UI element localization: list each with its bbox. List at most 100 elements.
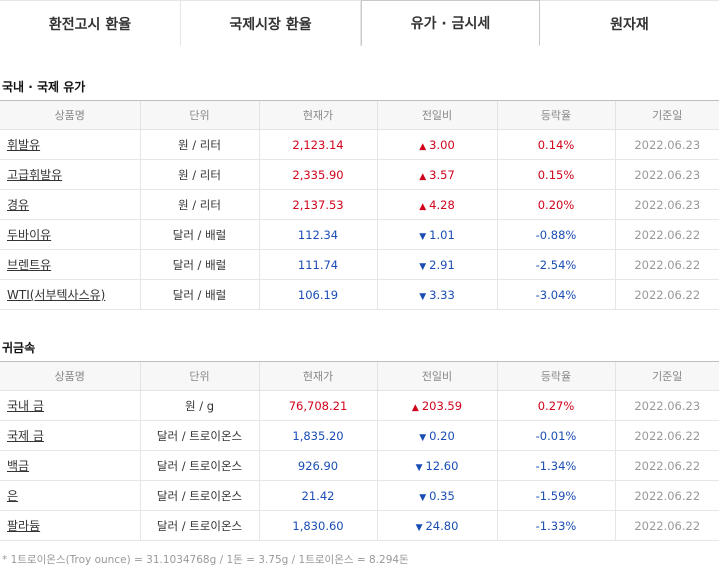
unit-cell: 달러 / 트로이온스 bbox=[139, 420, 259, 451]
table-header-row: 상품명 단위 현재가 전일비 등락율 기준일 bbox=[0, 100, 719, 130]
triangle-up-icon: ▲ bbox=[419, 141, 427, 152]
product-link[interactable]: 휘발유 bbox=[7, 138, 41, 152]
unit-cell: 달러 / 트로이온스 bbox=[139, 480, 259, 511]
product-link[interactable]: 두바이유 bbox=[7, 228, 52, 242]
col-header-rate: 등락율 bbox=[496, 361, 615, 391]
base-date-cell: 2022.06.22 bbox=[614, 249, 719, 280]
change-value: 24.80 bbox=[425, 518, 459, 533]
oil-section-title: 국내 · 국제 유가 bbox=[2, 80, 86, 94]
table-row: 경유 원 / 리터 2,137.53 ▲ 4.28 0.20% 2022.06.23 bbox=[0, 189, 719, 220]
change-value: 4.28 bbox=[429, 197, 455, 212]
change-cell: ▼ 0.20 bbox=[376, 420, 497, 451]
base-date-cell: 2022.06.22 bbox=[614, 219, 719, 250]
change-value: 2.91 bbox=[429, 257, 455, 272]
current-price-cell: 111.74 bbox=[258, 249, 377, 280]
change-value: 0.20 bbox=[429, 428, 455, 443]
col-header-change: 전일비 bbox=[376, 361, 497, 391]
triangle-down-icon: ▼ bbox=[419, 261, 427, 272]
tab-exchange-notice[interactable]: 환전고시 환율 bbox=[0, 0, 181, 46]
table-row: 백금 달러 / 트로이온스 926.90 ▼ 12.60 -1.34% 2022.06.22 bbox=[0, 450, 719, 481]
col-header-date: 기준일 bbox=[614, 361, 719, 391]
product-link[interactable]: 백금 bbox=[7, 459, 30, 473]
col-header-price: 현재가 bbox=[258, 100, 377, 130]
table-row: 팔라듐 달러 / 트로이온스 1,830.60 ▼ 24.80 -1.33% 2022.06… bbox=[0, 510, 719, 541]
change-cell: ▲ 4.28 bbox=[376, 189, 497, 220]
unit-cell: 달러 / 배럴 bbox=[139, 249, 259, 280]
base-date-cell: 2022.06.22 bbox=[614, 279, 719, 310]
current-price-cell: 2,123.14 bbox=[258, 129, 377, 160]
change-value: 203.59 bbox=[421, 398, 463, 413]
change-value: 1.01 bbox=[429, 227, 455, 242]
triangle-down-icon: ▼ bbox=[415, 522, 423, 533]
table-row: 은 달러 / 트로이온스 21.42 ▼ 0.35 -1.59% 2022.06.22 bbox=[0, 480, 719, 511]
table-row: 브렌트유 달러 / 배럴 111.74 ▼ 2.91 -2.54% 2022.06.22 bbox=[0, 249, 719, 280]
rate-cell: -0.88% bbox=[496, 219, 615, 250]
current-price-cell: 106.19 bbox=[258, 279, 377, 310]
col-header-price: 현재가 bbox=[258, 361, 377, 391]
product-name-cell: 고급휘발유 bbox=[0, 159, 140, 190]
change-value: 0.35 bbox=[429, 488, 455, 503]
unit-cell: 달러 / 트로이온스 bbox=[139, 450, 259, 481]
change-value: 3.57 bbox=[429, 167, 455, 182]
base-date-cell: 2022.06.23 bbox=[614, 129, 719, 160]
metal-section-title: 귀금속 bbox=[2, 341, 36, 355]
current-price-cell: 76,708.21 bbox=[258, 390, 377, 421]
tab-oil-gold[interactable]: 유가 · 금시세 bbox=[361, 0, 540, 46]
triangle-up-icon: ▲ bbox=[419, 201, 427, 212]
base-date-cell: 2022.06.23 bbox=[614, 189, 719, 220]
product-name-cell: 국내 금 bbox=[0, 390, 140, 421]
change-cell: ▼ 24.80 bbox=[376, 510, 497, 541]
col-header-date: 기준일 bbox=[614, 100, 719, 130]
col-header-name: 상품명 bbox=[0, 361, 140, 391]
table-row: WTI(서부텍사스유) 달러 / 배럴 106.19 ▼ 3.33 -3.04% 2022.… bbox=[0, 279, 719, 310]
rate-cell: 0.27% bbox=[496, 390, 615, 421]
current-price-cell: 112.34 bbox=[258, 219, 377, 250]
table-row: 두바이유 달러 / 배럴 112.34 ▼ 1.01 -0.88% 2022.06.22 bbox=[0, 219, 719, 250]
product-link[interactable]: 고급휘발유 bbox=[7, 168, 63, 182]
tab-international-exchange[interactable]: 국제시장 환율 bbox=[181, 0, 361, 46]
product-link[interactable]: WTI(서부텍사스유) bbox=[7, 288, 106, 302]
tab-raw-materials[interactable]: 원자재 bbox=[540, 0, 719, 46]
product-link[interactable]: 팔라듐 bbox=[7, 519, 41, 533]
col-header-rate: 등락율 bbox=[496, 100, 615, 130]
triangle-down-icon: ▼ bbox=[419, 231, 427, 242]
product-link[interactable]: 국내 금 bbox=[7, 399, 44, 413]
change-cell: ▲ 203.59 bbox=[376, 390, 497, 421]
product-name-cell: 백금 bbox=[0, 450, 140, 481]
triangle-up-icon: ▲ bbox=[411, 402, 419, 413]
table-row: 휘발유 원 / 리터 2,123.14 ▲ 3.00 0.14% 2022.06.23 bbox=[0, 129, 719, 160]
rate-cell: -3.04% bbox=[496, 279, 615, 310]
unit-cell: 달러 / 배럴 bbox=[139, 219, 259, 250]
base-date-cell: 2022.06.23 bbox=[614, 159, 719, 190]
product-link[interactable]: 은 bbox=[7, 489, 19, 503]
base-date-cell: 2022.06.22 bbox=[614, 420, 719, 451]
rate-cell: -2.54% bbox=[496, 249, 615, 280]
product-link[interactable]: 경유 bbox=[7, 198, 30, 212]
table-row: 고급휘발유 원 / 리터 2,335.90 ▲ 3.57 0.15% 2022.06.23 bbox=[0, 159, 719, 190]
rate-cell: 0.20% bbox=[496, 189, 615, 220]
product-name-cell: 경유 bbox=[0, 189, 140, 220]
unit-cell: 원 / 리터 bbox=[139, 159, 259, 190]
col-header-change: 전일비 bbox=[376, 100, 497, 130]
product-link[interactable]: 브렌트유 bbox=[7, 258, 52, 272]
product-name-cell: 브렌트유 bbox=[0, 249, 140, 280]
change-cell: ▼ 12.60 bbox=[376, 450, 497, 481]
change-value: 12.60 bbox=[425, 458, 459, 473]
change-cell: ▼ 1.01 bbox=[376, 219, 497, 250]
base-date-cell: 2022.06.22 bbox=[614, 510, 719, 541]
change-cell: ▼ 2.91 bbox=[376, 249, 497, 280]
current-price-cell: 2,335.90 bbox=[258, 159, 377, 190]
product-name-cell: 휘발유 bbox=[0, 129, 140, 160]
base-date-cell: 2022.06.22 bbox=[614, 480, 719, 511]
change-cell: ▼ 0.35 bbox=[376, 480, 497, 511]
current-price-cell: 1,830.60 bbox=[258, 510, 377, 541]
product-link[interactable]: 국제 금 bbox=[7, 429, 44, 443]
current-price-cell: 21.42 bbox=[258, 480, 377, 511]
unit-cell: 달러 / 배럴 bbox=[139, 279, 259, 310]
product-name-cell: 은 bbox=[0, 480, 140, 511]
metal-price-table: 상품명 단위 현재가 전일비 등락율 기준일 국내 금 원 / g 76,708.2… bbox=[0, 361, 719, 541]
rate-cell: -1.33% bbox=[496, 510, 615, 541]
rate-cell: 0.15% bbox=[496, 159, 615, 190]
